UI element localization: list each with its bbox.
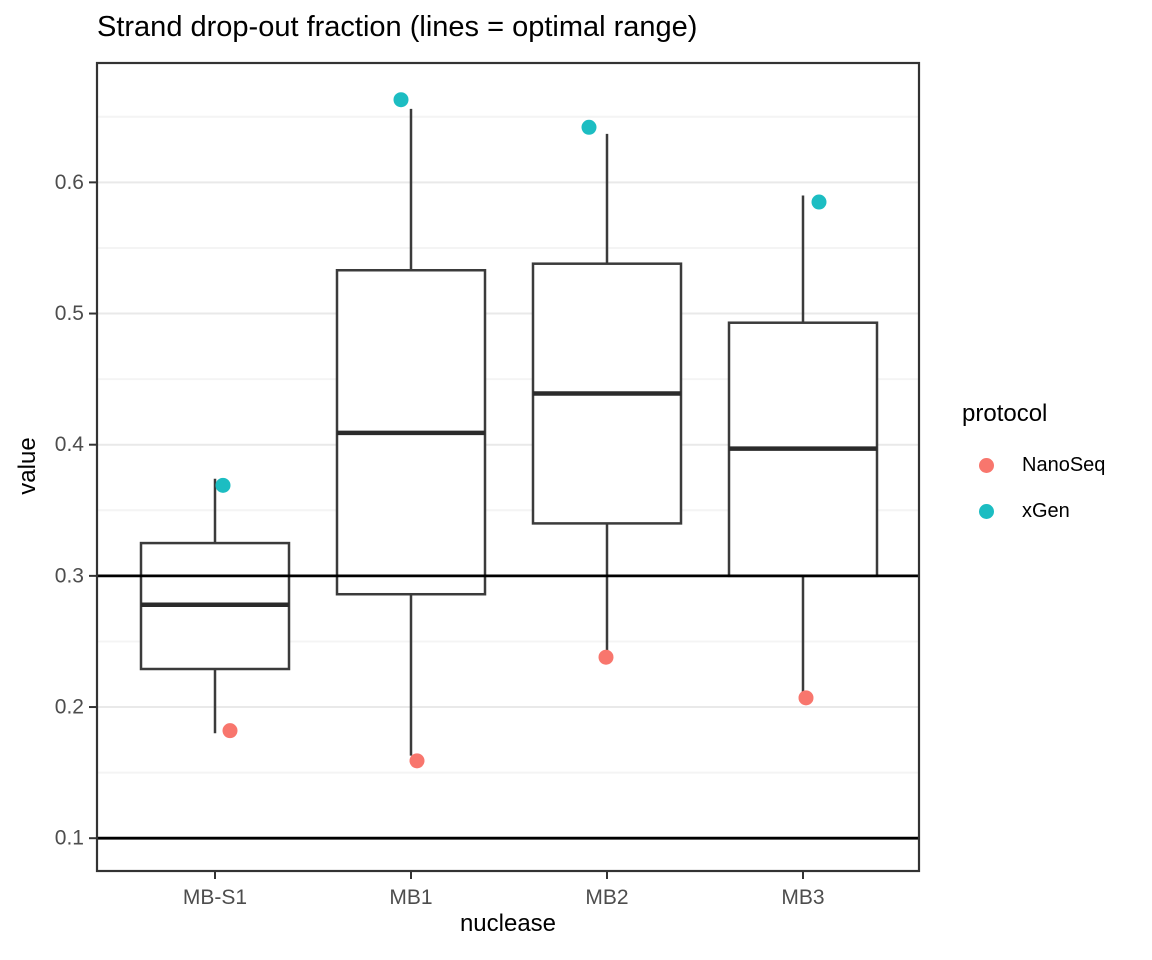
panel-border bbox=[95, 61, 921, 873]
legend-label-nanoseq: NanoSeq bbox=[1022, 453, 1106, 476]
legend: protocol NanoSeq xGen bbox=[962, 400, 1105, 542]
y-tick-label-0.4: 0.4 bbox=[55, 433, 85, 456]
y-axis-title: value bbox=[14, 437, 41, 495]
point-nanoseq-MB-S1 bbox=[222, 723, 238, 739]
x-tick-label-MB3: MB3 bbox=[781, 886, 824, 909]
x-axis-title: nuclease bbox=[459, 910, 557, 937]
x-tick-label-MB1: MB1 bbox=[389, 886, 432, 909]
point-xgen-MB1 bbox=[393, 92, 409, 108]
legend-dot-nanoseq bbox=[979, 457, 994, 473]
y-tick-label-0.2: 0.2 bbox=[55, 696, 84, 719]
point-xgen-MB2 bbox=[581, 119, 597, 135]
point-nanoseq-MB2 bbox=[598, 649, 614, 665]
legend-item-nanoseq: NanoSeq bbox=[979, 450, 1105, 480]
legend-items: NanoSeq xGen bbox=[962, 450, 1105, 526]
y-tick-label-0.1: 0.1 bbox=[55, 827, 84, 850]
y-tick-label-0.6: 0.6 bbox=[55, 171, 84, 194]
x-tick-label-MB-S1: MB-S1 bbox=[183, 886, 247, 909]
legend-title: protocol bbox=[962, 400, 1048, 427]
x-tick-label-MB2: MB2 bbox=[585, 886, 628, 909]
point-nanoseq-MB1 bbox=[409, 753, 425, 769]
point-xgen-MB3 bbox=[811, 194, 827, 210]
point-xgen-MB-S1 bbox=[215, 477, 231, 493]
legend-item-xgen: xGen bbox=[979, 496, 1105, 526]
legend-label-xgen: xGen bbox=[1022, 499, 1070, 522]
y-tick-label-0.3: 0.3 bbox=[55, 564, 84, 587]
legend-dot-xgen bbox=[979, 503, 994, 519]
point-nanoseq-MB3 bbox=[798, 690, 814, 706]
y-tick-label-0.5: 0.5 bbox=[55, 302, 84, 325]
chart-title: Strand drop-out fraction (lines = optima… bbox=[97, 11, 698, 43]
